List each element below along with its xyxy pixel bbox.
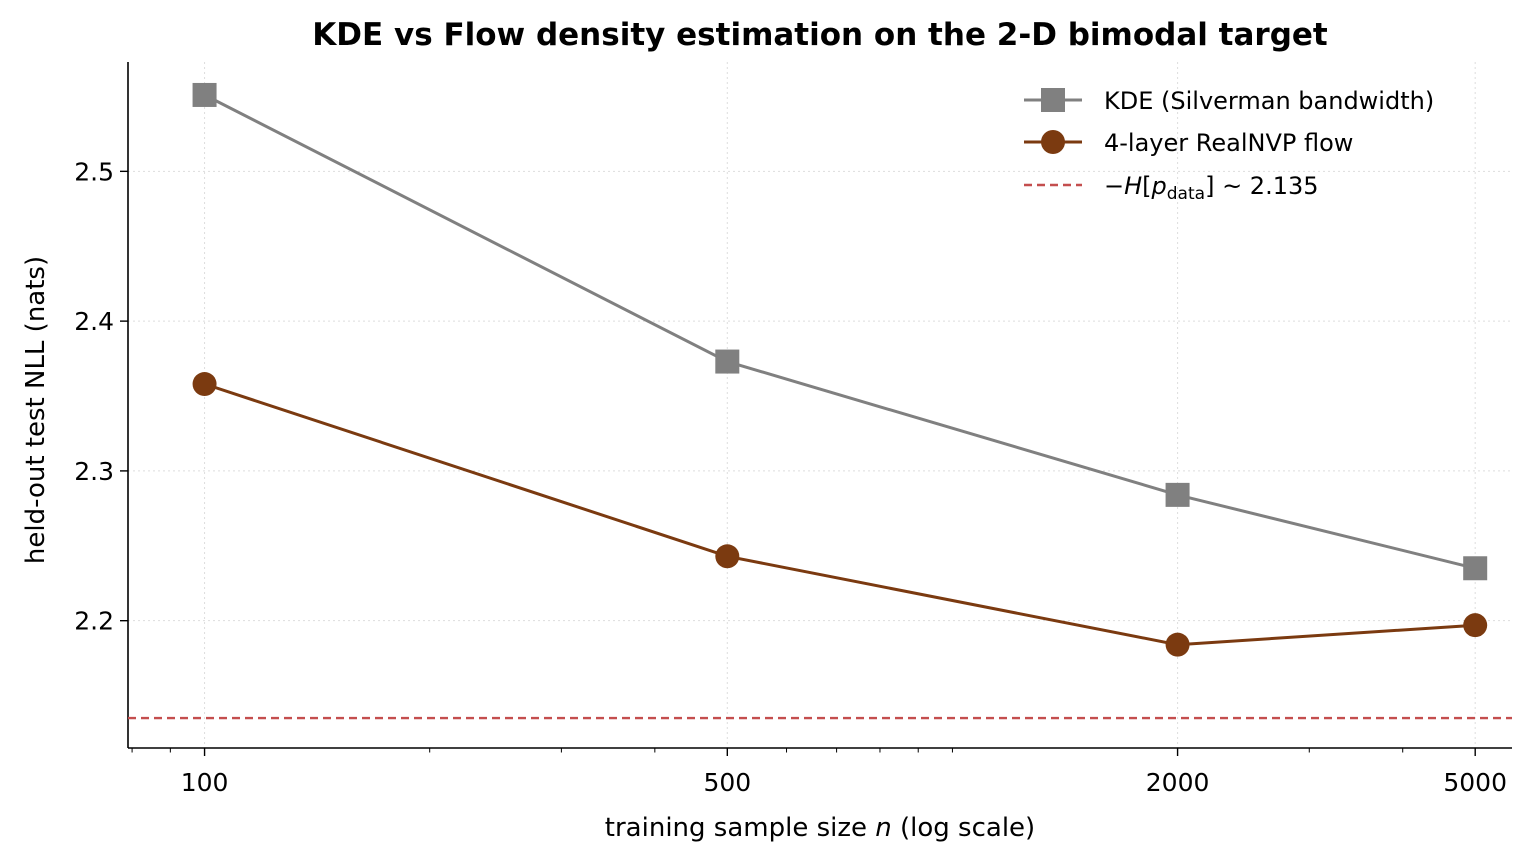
series-group — [192, 82, 1488, 657]
y-tick-label: 2.4 — [74, 307, 114, 336]
legend: KDE (Silverman bandwidth) 4-layer RealNV… — [1024, 87, 1434, 204]
flow-point — [1165, 632, 1190, 657]
series-line-kde — [203, 93, 1476, 570]
kde-point — [1165, 482, 1190, 507]
grid — [128, 62, 1512, 748]
x-axis-label: training sample size n (log scale) — [605, 813, 1035, 843]
series-line-flow — [204, 382, 1476, 647]
legend-flow-label: 4-layer RealNVP flow — [1104, 129, 1353, 157]
kde-point — [192, 82, 217, 107]
kde-point — [715, 349, 740, 374]
legend-ref-label: −H[pdata] ~ 2.135 — [1104, 172, 1319, 204]
axes — [127, 62, 1512, 749]
chart-title: KDE vs Flow density estimation on the 2-… — [312, 17, 1328, 53]
flow-point — [192, 372, 217, 397]
y-tick-label: 2.2 — [74, 607, 114, 636]
x-tick-label: 5000 — [1443, 768, 1507, 797]
legend-kde-marker — [1041, 88, 1065, 112]
kde-point — [1463, 556, 1488, 581]
flow-point — [715, 544, 740, 569]
flow-point — [1463, 613, 1488, 638]
x-tick-label: 2000 — [1146, 768, 1210, 797]
y-tick-label: 2.5 — [74, 157, 114, 186]
y-tick-label: 2.3 — [74, 457, 114, 486]
y-axis-label: held-out test NLL (nats) — [21, 256, 51, 564]
legend-kde-label: KDE (Silverman bandwidth) — [1104, 87, 1434, 115]
ticks: 100 500 2000 5000 2.2 2.3 2.4 2.5 — [74, 157, 1507, 797]
x-tick-label: 500 — [703, 768, 751, 797]
x-tick-label: 100 — [181, 768, 229, 797]
legend-flow-marker — [1041, 130, 1065, 154]
